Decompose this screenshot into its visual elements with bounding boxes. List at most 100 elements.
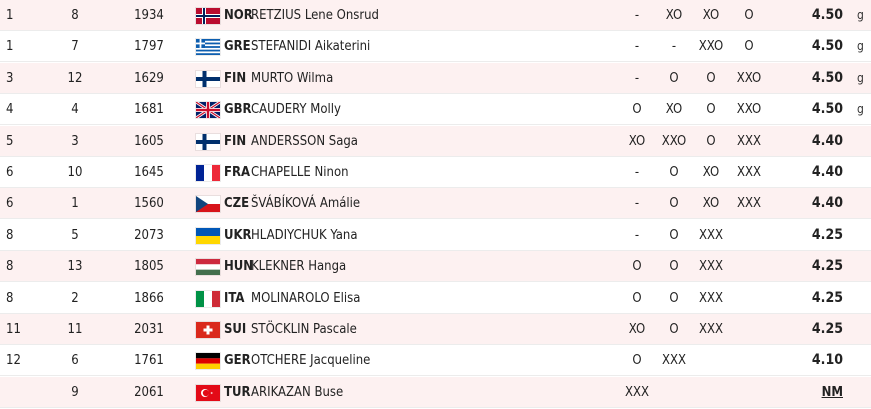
table-row: 12 6 1761 GER OTCHERE Jacqueline O XXX 4.10 <box>0 345 871 376</box>
bib-cell: 2073 <box>134 228 164 243</box>
result-mark <box>857 126 867 157</box>
bib-cell: 1560 <box>134 196 164 211</box>
order-cell: 11 <box>67 322 83 337</box>
attempt-cell: O <box>706 134 716 149</box>
attempt-cell: XXO <box>661 134 687 149</box>
order-cell: 13 <box>67 259 83 274</box>
tur-flag-icon <box>196 385 220 401</box>
athlete-name: OTCHERE Jacqueline <box>251 353 371 368</box>
attempt-cell: - <box>634 39 640 54</box>
cze-flag-icon <box>196 196 220 212</box>
attempt-cell <box>696 345 726 376</box>
bib-cell: 1605 <box>134 134 164 149</box>
athlete-name: RETZIUS Lene Onsrud <box>251 8 379 23</box>
bib-cell: 1805 <box>134 259 164 274</box>
result-value: 4.50 <box>811 7 843 23</box>
order-cell: 10 <box>67 165 83 180</box>
attempt-cell: O <box>669 322 679 337</box>
attempt-cell: - <box>634 165 640 180</box>
attempt-cell: XXO <box>736 71 762 86</box>
attempt-cell: O <box>669 291 679 306</box>
bib-cell: 2031 <box>134 322 164 337</box>
table-row: 6 1 1560 CZE ŠVÁBÍKOVÁ Amálie - O XO XXX 4.40 <box>0 188 871 219</box>
attempt-cell: - <box>634 8 640 23</box>
result-mark <box>857 220 867 251</box>
table-row: 4 4 1681 GBR CAUDERY Molly O XO O XXO 4.50 g <box>0 94 871 125</box>
athlete-name: ARIKAZAN Buse <box>251 385 344 400</box>
order-cell: 7 <box>71 39 79 54</box>
result-mark: g <box>857 8 864 22</box>
table-row: 11 11 2031 SUI STÖCKLIN Pascale XO O XXX 4.25 <box>0 314 871 345</box>
athlete-name: CAUDERY Molly <box>251 102 341 117</box>
attempt-cell: - <box>634 71 640 86</box>
rank-cell: 1 <box>6 8 14 23</box>
result-value: 4.50 <box>811 38 843 54</box>
result-mark <box>857 314 867 345</box>
result-mark <box>857 188 867 219</box>
result-value: 4.25 <box>811 258 843 274</box>
result-value: 4.50 <box>811 70 843 86</box>
result-mark: g <box>857 102 864 116</box>
fin-flag-icon <box>196 71 220 87</box>
attempt-cell: XO <box>702 8 720 23</box>
bib-cell: 1761 <box>134 353 164 368</box>
rank-cell: 6 <box>6 165 14 180</box>
attempt-cell <box>734 251 764 282</box>
ukr-flag-icon <box>196 228 220 244</box>
athlete-name: CHAPELLE Ninon <box>251 165 349 180</box>
attempt-cell: O <box>669 228 679 243</box>
attempt-cell: XO <box>702 165 720 180</box>
country-code: CZE <box>224 196 250 211</box>
result-value: 4.25 <box>811 227 843 243</box>
country-code: GBR <box>224 102 252 117</box>
attempt-cell: XXX <box>698 291 724 306</box>
attempt-cell: XXO <box>698 39 724 54</box>
country-code: ITA <box>224 291 245 306</box>
attempt-cell: XO <box>665 8 683 23</box>
table-row: 8 5 2073 UKR HLADIYCHUK Yana - O XXX 4.25 <box>0 220 871 251</box>
bib-cell: 1797 <box>134 39 164 54</box>
rank-cell <box>6 377 36 408</box>
attempt-cell: O <box>744 8 754 23</box>
order-cell: 6 <box>71 353 79 368</box>
attempt-cell <box>734 283 764 314</box>
result-value: 4.40 <box>811 195 843 211</box>
rank-cell: 1 <box>6 39 14 54</box>
order-cell: 8 <box>71 8 79 23</box>
nor-flag-icon <box>196 8 220 24</box>
attempt-cell: XXX <box>661 353 687 368</box>
rank-cell: 8 <box>6 259 14 274</box>
result-mark <box>857 157 867 188</box>
result-mark <box>857 251 867 282</box>
rank-cell: 8 <box>6 228 14 243</box>
attempt-cell: XXX <box>698 259 724 274</box>
ita-flag-icon <box>196 291 220 307</box>
attempt-cell: XO <box>665 102 683 117</box>
gbr-flag-icon <box>196 102 220 118</box>
country-code: TUR <box>224 385 251 400</box>
attempt-cell: XXX <box>698 322 724 337</box>
attempt-cell: O <box>669 196 679 211</box>
rank-cell: 11 <box>6 322 21 337</box>
table-row: 8 2 1866 ITA MOLINAROLO Elisa O O XXX 4.25 <box>0 283 871 314</box>
athlete-name: ŠVÁBÍKOVÁ Amálie <box>251 196 361 211</box>
table-row: 8 13 1805 HUN KLEKNER Hanga O O XXX 4.25 <box>0 251 871 282</box>
table-row: 1 8 1934 NOR RETZIUS Lene Onsrud - XO XO O 4.50 g <box>0 0 871 31</box>
table-row: 3 12 1629 FIN MURTO Wilma - O O XXO 4.50 g <box>0 63 871 94</box>
rank-cell: 8 <box>6 291 14 306</box>
attempt-cell: O <box>632 259 642 274</box>
country-code: FRA <box>224 165 251 180</box>
result-mark: g <box>857 71 864 85</box>
gre-flag-icon <box>196 39 220 55</box>
athlete-name: STÖCKLIN Pascale <box>251 322 357 337</box>
athlete-name: MOLINAROLO Elisa <box>251 291 361 306</box>
athlete-name: STEFANIDI Aikaterini <box>251 39 371 54</box>
order-cell: 12 <box>67 71 83 86</box>
country-code: NOR <box>224 8 253 23</box>
rank-cell: 12 <box>6 353 21 368</box>
order-cell: 9 <box>71 385 79 400</box>
bib-cell: 2061 <box>134 385 164 400</box>
result-value: 4.40 <box>811 164 843 180</box>
result-value: 4.25 <box>811 290 843 306</box>
country-code: GRE <box>224 39 251 54</box>
